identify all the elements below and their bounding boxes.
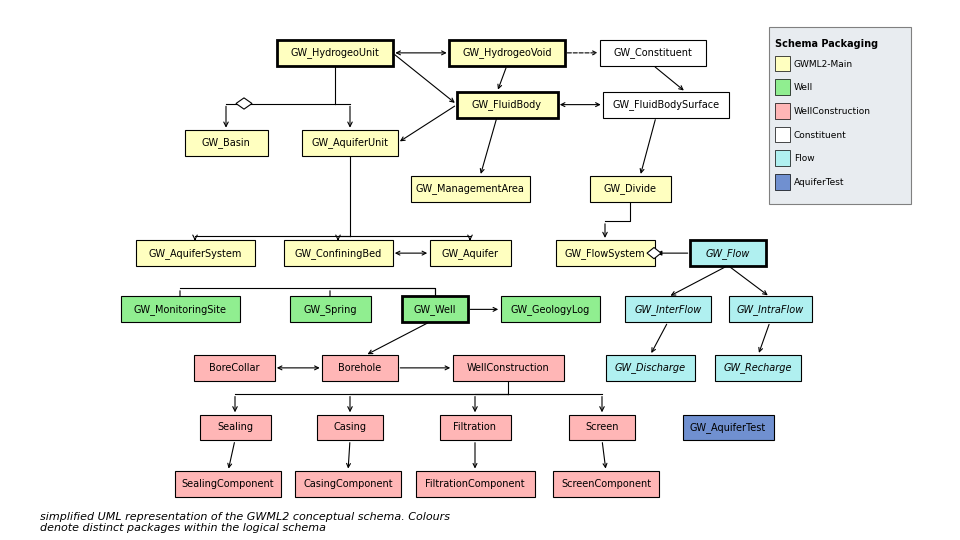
Text: Schema Packaging: Schema Packaging <box>775 39 878 49</box>
Text: WellConstruction: WellConstruction <box>794 107 871 116</box>
Text: Screen: Screen <box>586 422 619 433</box>
FancyBboxPatch shape <box>194 355 275 381</box>
Text: GW_FluidBodySurface: GW_FluidBodySurface <box>612 99 720 110</box>
FancyBboxPatch shape <box>295 471 401 497</box>
Text: GW_AquiferTest: GW_AquiferTest <box>690 422 766 433</box>
FancyBboxPatch shape <box>715 355 801 381</box>
FancyBboxPatch shape <box>775 56 789 71</box>
Polygon shape <box>647 247 661 259</box>
Text: Filtration: Filtration <box>453 422 496 433</box>
Polygon shape <box>236 98 252 109</box>
FancyBboxPatch shape <box>302 130 398 156</box>
Text: GW_InterFlow: GW_InterFlow <box>635 304 702 315</box>
Text: BoreCollar: BoreCollar <box>208 363 259 373</box>
FancyBboxPatch shape <box>429 240 511 266</box>
Text: Flow: Flow <box>794 154 815 163</box>
FancyBboxPatch shape <box>411 176 530 202</box>
FancyBboxPatch shape <box>625 296 711 322</box>
FancyBboxPatch shape <box>402 296 468 322</box>
Text: ScreenComponent: ScreenComponent <box>561 479 651 489</box>
FancyBboxPatch shape <box>775 150 789 166</box>
FancyBboxPatch shape <box>449 40 565 66</box>
FancyBboxPatch shape <box>184 130 268 156</box>
Text: GW_AquiferUnit: GW_AquiferUnit <box>311 137 389 148</box>
FancyBboxPatch shape <box>135 240 254 266</box>
Text: FiltrationComponent: FiltrationComponent <box>425 479 525 489</box>
Text: Constituent: Constituent <box>794 131 847 139</box>
FancyBboxPatch shape <box>121 296 239 322</box>
Text: CasingComponent: CasingComponent <box>303 479 393 489</box>
FancyBboxPatch shape <box>322 355 398 381</box>
Text: SealingComponent: SealingComponent <box>181 479 275 489</box>
FancyBboxPatch shape <box>175 471 281 497</box>
FancyBboxPatch shape <box>775 174 789 190</box>
FancyBboxPatch shape <box>416 471 535 497</box>
FancyBboxPatch shape <box>569 415 635 441</box>
FancyBboxPatch shape <box>606 355 694 381</box>
FancyBboxPatch shape <box>683 415 774 441</box>
Text: GWML2-Main: GWML2-Main <box>794 59 853 69</box>
FancyBboxPatch shape <box>729 296 811 322</box>
Text: GW_FluidBody: GW_FluidBody <box>472 99 542 110</box>
Text: GW_Recharge: GW_Recharge <box>724 362 792 373</box>
Text: Borehole: Borehole <box>338 363 382 373</box>
Text: GW_GeologyLog: GW_GeologyLog <box>511 304 589 315</box>
Text: GW_ManagementArea: GW_ManagementArea <box>416 184 524 194</box>
Text: GW_FlowSystem: GW_FlowSystem <box>564 248 645 259</box>
FancyBboxPatch shape <box>500 296 599 322</box>
FancyBboxPatch shape <box>775 103 789 119</box>
FancyBboxPatch shape <box>600 40 706 66</box>
FancyBboxPatch shape <box>452 355 564 381</box>
FancyBboxPatch shape <box>277 40 393 66</box>
FancyBboxPatch shape <box>589 176 670 202</box>
FancyBboxPatch shape <box>690 240 766 266</box>
FancyBboxPatch shape <box>290 296 371 322</box>
Text: GW_Basin: GW_Basin <box>202 137 251 148</box>
Text: GW_Aquifer: GW_Aquifer <box>442 248 498 259</box>
FancyBboxPatch shape <box>603 92 729 118</box>
FancyBboxPatch shape <box>283 240 393 266</box>
Text: Sealing: Sealing <box>217 422 253 433</box>
Text: GW_MonitoringSite: GW_MonitoringSite <box>133 304 227 315</box>
FancyBboxPatch shape <box>775 126 789 143</box>
Text: GW_HydrogeoUnit: GW_HydrogeoUnit <box>291 48 379 58</box>
Text: GW_HydrogeoVoid: GW_HydrogeoVoid <box>463 48 552 58</box>
Text: GW_ConfiningBed: GW_ConfiningBed <box>295 248 382 259</box>
Text: GW_Divide: GW_Divide <box>604 184 657 194</box>
FancyBboxPatch shape <box>440 415 511 441</box>
Text: GW_AquiferSystem: GW_AquiferSystem <box>148 248 242 259</box>
Text: GW_Spring: GW_Spring <box>303 304 357 315</box>
FancyBboxPatch shape <box>457 92 558 118</box>
Text: WellConstruction: WellConstruction <box>467 363 549 373</box>
FancyBboxPatch shape <box>317 415 383 441</box>
FancyBboxPatch shape <box>200 415 271 441</box>
Text: Well: Well <box>794 83 813 92</box>
FancyBboxPatch shape <box>556 240 655 266</box>
Text: GW_IntraFlow: GW_IntraFlow <box>736 304 804 315</box>
Text: GW_Flow: GW_Flow <box>706 248 750 259</box>
Text: AquiferTest: AquiferTest <box>794 178 845 187</box>
FancyBboxPatch shape <box>553 471 659 497</box>
FancyBboxPatch shape <box>775 79 789 95</box>
Text: GW_Constituent: GW_Constituent <box>613 48 692 58</box>
Text: simplified UML representation of the GWML2 conceptual schema. Colours
denote dis: simplified UML representation of the GWM… <box>40 512 450 534</box>
Text: GW_Discharge: GW_Discharge <box>614 362 685 373</box>
FancyBboxPatch shape <box>769 27 911 204</box>
Text: Casing: Casing <box>333 422 367 433</box>
Text: GW_Well: GW_Well <box>414 304 456 315</box>
